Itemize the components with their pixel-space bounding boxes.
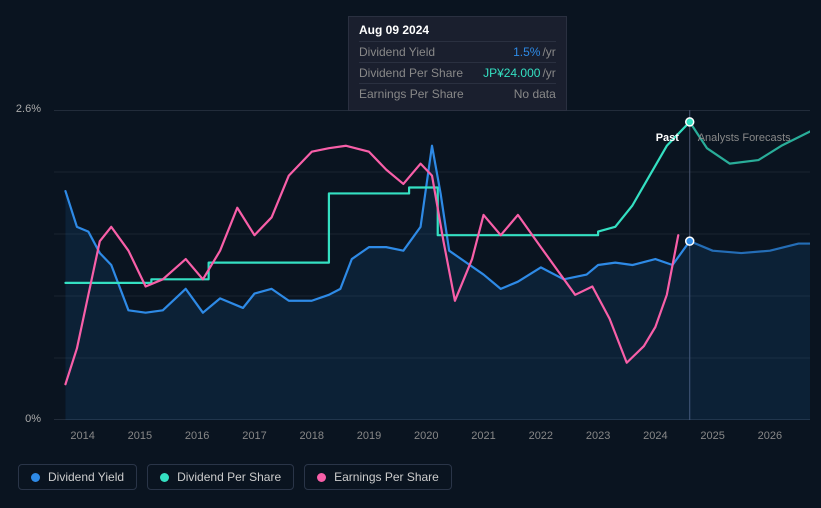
chart-svg[interactable] [54,110,810,420]
legend-dot-icon [160,473,169,482]
tooltip-row-label: Earnings Per Share [359,87,464,101]
legend-item-label: Dividend Yield [48,470,124,484]
legend-dot-icon [31,473,40,482]
chart-legend: Dividend Yield Dividend Per Share Earnings… [18,464,452,490]
legend-item[interactable]: Earnings Per Share [304,464,452,490]
chart-container: 2.6%0% 201420152016201720182019202020212… [0,0,821,508]
legend-item-label: Earnings Per Share [334,470,439,484]
tooltip-date: Aug 09 2024 [359,23,556,41]
x-axis-tick: 2026 [758,430,782,442]
x-axis-tick: 2019 [357,430,381,442]
legend-dot-icon [317,473,326,482]
legend-item-label: Dividend Per Share [177,470,281,484]
x-axis-tick: 2022 [529,430,553,442]
period-label-forecast: Analysts Forecasts [698,132,791,144]
legend-item[interactable]: Dividend Yield [18,464,137,490]
chart-tooltip: Aug 09 2024 Dividend Yield1.5%/yrDividen… [348,16,567,111]
period-label-past: Past [656,132,679,144]
tooltip-row-value: JP¥24.000/yr [483,66,556,80]
x-axis-tick: 2023 [586,430,610,442]
x-axis-tick: 2021 [471,430,495,442]
y-axis-tick: 0% [1,413,41,425]
tooltip-row: Dividend Yield 1.5%/yr [359,41,556,62]
x-axis-tick: 2018 [299,430,323,442]
x-axis-tick: 2020 [414,430,438,442]
tooltip-row-value: 1.5%/yr [513,45,556,59]
x-axis-tick: 2016 [185,430,209,442]
x-axis-labels: 2014 2015 2016 2017 2018 2019 2020 2021 2022 2023… [54,430,811,448]
tooltip-row: Earnings Per Share No data [359,83,556,104]
tooltip-row-label: Dividend Per Share [359,66,463,80]
x-axis-tick: 2025 [700,430,724,442]
x-axis-tick: 2014 [70,430,94,442]
tooltip-row-label: Dividend Yield [359,45,435,59]
x-axis-tick: 2024 [643,430,667,442]
legend-item[interactable]: Dividend Per Share [147,464,294,490]
x-axis-tick: 2015 [128,430,152,442]
y-axis-tick: 2.6% [1,103,41,115]
tooltip-row: Dividend Per Share JP¥24.000/yr [359,62,556,83]
x-axis-tick: 2017 [242,430,266,442]
tooltip-row-value: No data [514,87,556,101]
